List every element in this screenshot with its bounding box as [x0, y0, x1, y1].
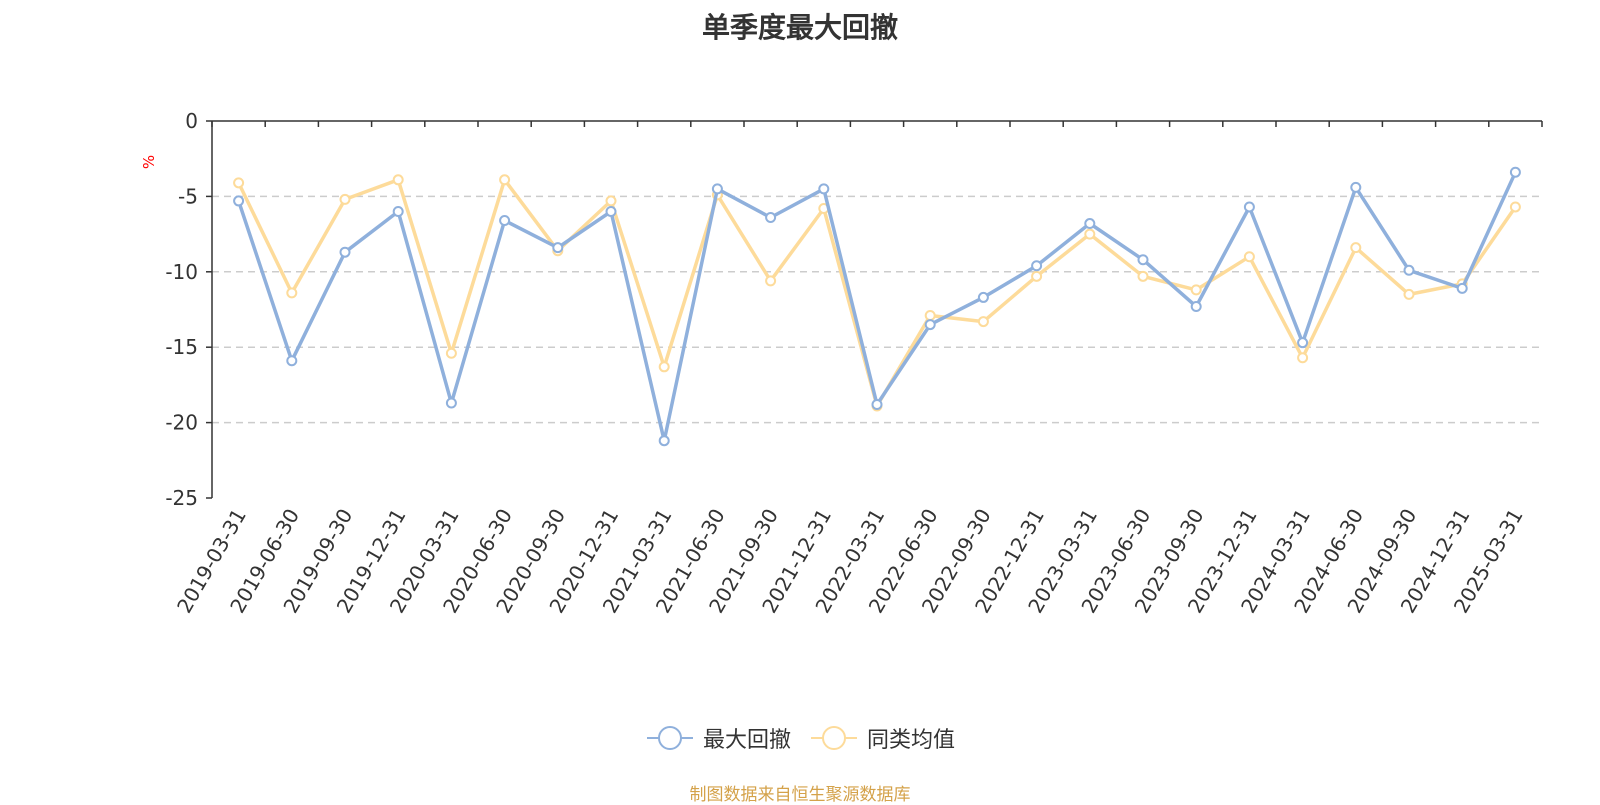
series-lines	[233, 166, 1521, 447]
chart-title: 单季度最大回撤	[701, 11, 898, 44]
source-note: 制图数据来自恒生聚源数据库	[689, 785, 911, 805]
data-point	[1137, 270, 1149, 282]
data-point	[1297, 337, 1309, 349]
data-point	[286, 287, 298, 299]
legend-label: 同类均值	[867, 728, 956, 753]
data-point	[711, 183, 723, 195]
data-point	[339, 246, 351, 258]
data-point	[499, 215, 511, 227]
legend-line-circle-icon	[811, 726, 857, 750]
data-point	[392, 205, 404, 217]
data-point	[818, 183, 830, 195]
data-point	[658, 361, 670, 373]
legend: 最大回撤 同类均值	[0, 722, 1600, 754]
data-point	[286, 355, 298, 367]
data-point	[977, 316, 989, 328]
y-tick-label: -25	[165, 486, 198, 510]
data-point	[339, 193, 351, 205]
data-point	[1297, 352, 1309, 364]
series-line	[237, 178, 1517, 408]
data-point	[1456, 282, 1468, 294]
y-tick-label: -10	[165, 260, 198, 284]
data-point	[445, 347, 457, 359]
data-point	[1031, 260, 1043, 272]
data-point	[924, 310, 936, 322]
data-point	[924, 319, 936, 331]
legend-item-series-1[interactable]: 最大回撤	[645, 722, 791, 754]
grid-lines	[212, 195, 1542, 424]
y-tick-label: -5	[178, 184, 198, 208]
legend-line-circle-icon	[646, 726, 693, 750]
data-point	[1084, 218, 1096, 230]
data-point	[1190, 284, 1202, 296]
data-point	[765, 275, 777, 287]
data-point	[977, 291, 989, 303]
data-point	[1243, 251, 1255, 263]
series-1	[233, 166, 1521, 447]
series-2	[233, 174, 1521, 412]
data-point	[1403, 264, 1415, 276]
data-point	[658, 435, 670, 447]
data-point	[1350, 242, 1362, 254]
data-point	[1509, 166, 1521, 178]
legend-item-series-2[interactable]: 同类均值	[809, 722, 955, 754]
data-point	[605, 195, 617, 207]
data-point	[1084, 228, 1096, 240]
data-point	[499, 174, 511, 186]
y-tick-label: 0	[185, 109, 198, 133]
data-point	[233, 177, 245, 189]
y-axis-unit-label: %	[140, 155, 158, 169]
y-tick-label: -20	[165, 411, 198, 435]
y-tick-label: -15	[165, 335, 198, 359]
data-point	[552, 242, 564, 254]
data-point	[445, 397, 457, 409]
data-point	[1031, 270, 1043, 282]
data-point	[1509, 201, 1521, 213]
data-point	[1190, 300, 1202, 312]
data-point	[871, 399, 883, 411]
data-point	[765, 212, 777, 224]
data-point	[392, 174, 404, 186]
data-point	[605, 205, 617, 217]
data-point	[1243, 201, 1255, 213]
data-point	[1350, 181, 1362, 193]
axes: 0-5-10-15-20-252019-03-312019-06-302019-…	[165, 109, 1543, 617]
data-point	[233, 195, 245, 207]
legend-label: 最大回撤	[702, 728, 791, 753]
data-point	[1137, 254, 1149, 266]
data-point	[1403, 288, 1415, 300]
